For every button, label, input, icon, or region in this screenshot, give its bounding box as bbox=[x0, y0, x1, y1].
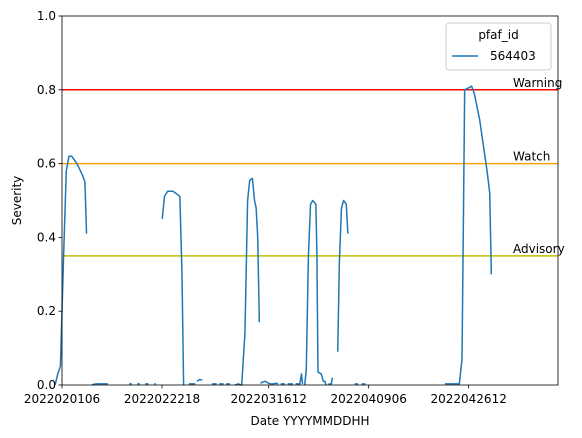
y-tick-label: 0.0 bbox=[37, 378, 56, 392]
x-axis-title: Date YYYYMMDDHH bbox=[250, 414, 369, 428]
series-line-segment bbox=[260, 380, 279, 385]
series-line-segment bbox=[336, 199, 349, 352]
legend-box bbox=[445, 22, 552, 71]
series-line-segment bbox=[295, 373, 304, 385]
y-tick-label: 0.2 bbox=[37, 304, 56, 318]
y-tick-label: 1.0 bbox=[37, 9, 56, 23]
series-line-segment bbox=[303, 199, 327, 386]
threshold-label-watch: Watch bbox=[513, 150, 550, 164]
series-line-segment bbox=[54, 155, 88, 386]
y-axis-title: Severity bbox=[10, 176, 24, 226]
series-line-segment bbox=[444, 85, 493, 385]
legend-title: pfaf_id bbox=[478, 28, 518, 42]
threshold-lines: Warning Watch Advisory bbox=[62, 76, 565, 257]
y-tick-label: 0.6 bbox=[37, 157, 56, 171]
threshold-label-advisory: Advisory bbox=[513, 242, 565, 256]
x-tick-label: 2022042612 bbox=[430, 392, 506, 406]
series-line-segment bbox=[196, 378, 203, 382]
plot-background bbox=[62, 16, 558, 385]
x-tick-label: 2022022218 bbox=[124, 392, 200, 406]
y-tick-label: 0.8 bbox=[37, 83, 56, 97]
series-line-segment bbox=[161, 190, 185, 386]
x-tick-label: 2022040906 bbox=[330, 392, 406, 406]
axes-frame bbox=[61, 15, 559, 386]
y-tick-label: 0.4 bbox=[37, 230, 56, 244]
series-line-segment bbox=[328, 377, 334, 386]
series-line-segment bbox=[91, 383, 108, 386]
legend: pfaf_id 564403 bbox=[445, 22, 552, 71]
x-tick-label: 2022020106 bbox=[24, 392, 100, 406]
axes: 0.0 0.2 0.4 0.6 0.8 1.0 2022020106 2022022218 20… bbox=[24, 9, 559, 406]
x-tick-label: 2022031612 bbox=[230, 392, 306, 406]
threshold-label-warning: Warning bbox=[513, 76, 562, 90]
legend-label: 564403 bbox=[490, 49, 536, 63]
plot-area bbox=[62, 16, 558, 385]
